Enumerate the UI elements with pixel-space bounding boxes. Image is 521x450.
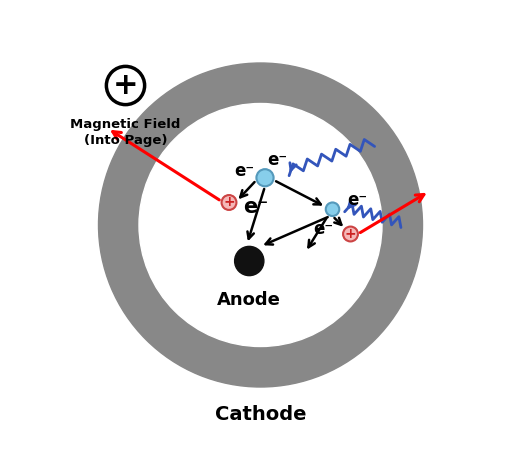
Circle shape: [139, 104, 382, 346]
Text: e⁻: e⁻: [267, 151, 288, 169]
Text: e⁻: e⁻: [314, 220, 333, 238]
Text: +: +: [113, 71, 138, 100]
Circle shape: [326, 202, 339, 216]
Text: Magnetic Field
(Into Page): Magnetic Field (Into Page): [70, 118, 181, 147]
Text: +: +: [223, 195, 235, 210]
Circle shape: [221, 195, 237, 210]
Text: e⁻: e⁻: [234, 162, 255, 180]
Text: +: +: [345, 227, 356, 241]
Text: Anode: Anode: [217, 292, 281, 310]
Text: Cathode: Cathode: [215, 405, 306, 423]
Circle shape: [256, 169, 274, 186]
Text: e⁻: e⁻: [243, 197, 269, 217]
Circle shape: [234, 247, 264, 275]
Text: e⁻: e⁻: [347, 191, 367, 209]
Circle shape: [343, 226, 358, 241]
